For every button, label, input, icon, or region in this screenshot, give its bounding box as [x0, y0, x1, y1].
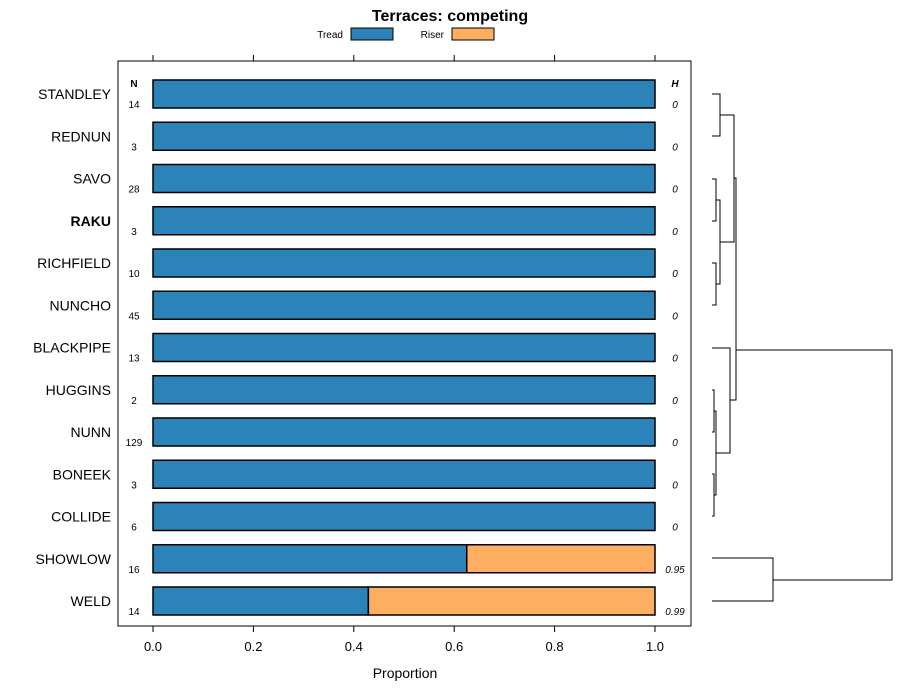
- n-column-header: N: [130, 79, 137, 90]
- dendrogram-branch: [712, 389, 715, 433]
- bar-showlow-riser: [466, 544, 656, 574]
- x-tick-label: 0.2: [244, 639, 262, 654]
- bar-blackpipe-tread: [152, 332, 656, 363]
- bar-nuncho-tread: [152, 290, 656, 320]
- n-value-showlow: 16: [128, 565, 140, 576]
- n-value-blackpipe: 13: [128, 354, 140, 365]
- n-value-collide: 6: [131, 523, 137, 534]
- dendrogram-branch: [712, 473, 715, 517]
- bar-rednun-tread: [152, 121, 656, 151]
- x-tick-label: 0.4: [345, 639, 363, 654]
- bar-weld-riser: [367, 586, 656, 616]
- x-axis: 0.0 0.2 0.4 0.6 0.8 1.0: [144, 55, 664, 654]
- n-value-nunn: 129: [126, 438, 143, 449]
- n-value-standley: 14: [128, 100, 140, 111]
- h-value-nunn: 0: [672, 438, 678, 449]
- bar-nunn-tread: [152, 417, 656, 447]
- category-label-showlow: SHOWLOW: [36, 551, 112, 567]
- bar-showlow-tread: [152, 544, 468, 574]
- h-value-boneek: 0: [672, 480, 678, 491]
- dendrogram: [712, 93, 893, 602]
- category-labels: STANDLEY REDNUN SAVO RAKU RICHFIELD NUNCHO BLA…: [33, 86, 112, 609]
- x-tick-label: 0.6: [445, 639, 463, 654]
- bar-raku-tread: [152, 206, 656, 236]
- h-values: 0 0 0 0 0 0 0 0 0 0 0 0.95 0.99: [665, 100, 685, 618]
- h-value-savo: 0: [672, 185, 678, 196]
- dendrogram-branch: [712, 93, 721, 137]
- bars-layer: [152, 79, 656, 616]
- category-label-collide: COLLIDE: [51, 509, 111, 525]
- x-axis-label: Proportion: [373, 665, 438, 681]
- dendrogram-branch: [736, 349, 893, 581]
- dendrogram-branch: [712, 262, 717, 306]
- h-value-weld: 0.99: [665, 607, 685, 618]
- bar-weld-tread: [152, 586, 370, 616]
- n-value-nuncho: 45: [128, 311, 140, 322]
- category-label-standley: STANDLEY: [38, 86, 112, 102]
- x-tick-label: 0.0: [144, 639, 162, 654]
- dendrogram-branch: [712, 557, 774, 602]
- h-value-rednun: 0: [672, 142, 678, 153]
- n-value-savo: 28: [128, 185, 140, 196]
- category-label-raku: RAKU: [71, 213, 111, 229]
- h-value-raku: 0: [672, 227, 678, 238]
- n-values: 14 3 28 3 10 45 13 2 129 3 6 16 14: [126, 100, 143, 618]
- legend-label-riser: Riser: [421, 30, 445, 41]
- bar-richfield-tread: [152, 248, 656, 278]
- h-value-nuncho: 0: [672, 311, 678, 322]
- n-value-raku: 3: [131, 227, 137, 238]
- category-label-boneek: BONEEK: [53, 466, 112, 482]
- h-value-showlow: 0.95: [665, 565, 685, 576]
- bar-boneek-tread: [152, 459, 656, 489]
- n-value-boneek: 3: [131, 480, 137, 491]
- bar-collide-tread: [152, 501, 656, 532]
- legend-swatch-riser: [451, 27, 495, 41]
- bar-savo-tread: [152, 163, 656, 194]
- h-value-richfield: 0: [672, 269, 678, 280]
- h-value-blackpipe: 0: [672, 354, 678, 365]
- category-label-blackpipe: BLACKPIPE: [33, 340, 111, 356]
- legend-swatch-tread: [350, 27, 394, 41]
- h-value-collide: 0: [672, 523, 678, 534]
- category-label-rednun: REDNUN: [51, 128, 111, 144]
- chart-title: Terraces: competing: [372, 8, 528, 25]
- category-label-weld: WELD: [71, 593, 111, 609]
- dendrogram-branch: [712, 178, 717, 222]
- dendrogram-branch: [716, 199, 721, 285]
- x-tick-label: 0.8: [546, 639, 564, 654]
- dendrogram-branch: [730, 177, 737, 401]
- dendrogram-branch: [720, 114, 735, 243]
- x-tick-label: 1.0: [646, 639, 664, 654]
- n-value-richfield: 10: [128, 269, 140, 280]
- category-label-nuncho: NUNCHO: [50, 297, 112, 313]
- n-value-rednun: 3: [131, 142, 137, 153]
- bar-standley-tread: [152, 79, 656, 109]
- h-value-standley: 0: [672, 100, 678, 111]
- h-value-huggins: 0: [672, 396, 678, 407]
- bar-huggins-tread: [152, 375, 656, 405]
- category-label-savo: SAVO: [73, 171, 111, 187]
- h-column-header: H: [671, 79, 679, 90]
- dendrogram-branch: [712, 347, 731, 454]
- plot-panel: [117, 60, 692, 627]
- n-value-huggins: 2: [131, 396, 137, 407]
- category-label-huggins: HUGGINS: [46, 382, 111, 398]
- category-label-richfield: RICHFIELD: [37, 255, 111, 271]
- legend: Tread Riser: [317, 27, 495, 41]
- legend-label-tread: Tread: [317, 30, 343, 41]
- n-value-weld: 14: [128, 607, 140, 618]
- category-label-nunn: NUNN: [71, 424, 111, 440]
